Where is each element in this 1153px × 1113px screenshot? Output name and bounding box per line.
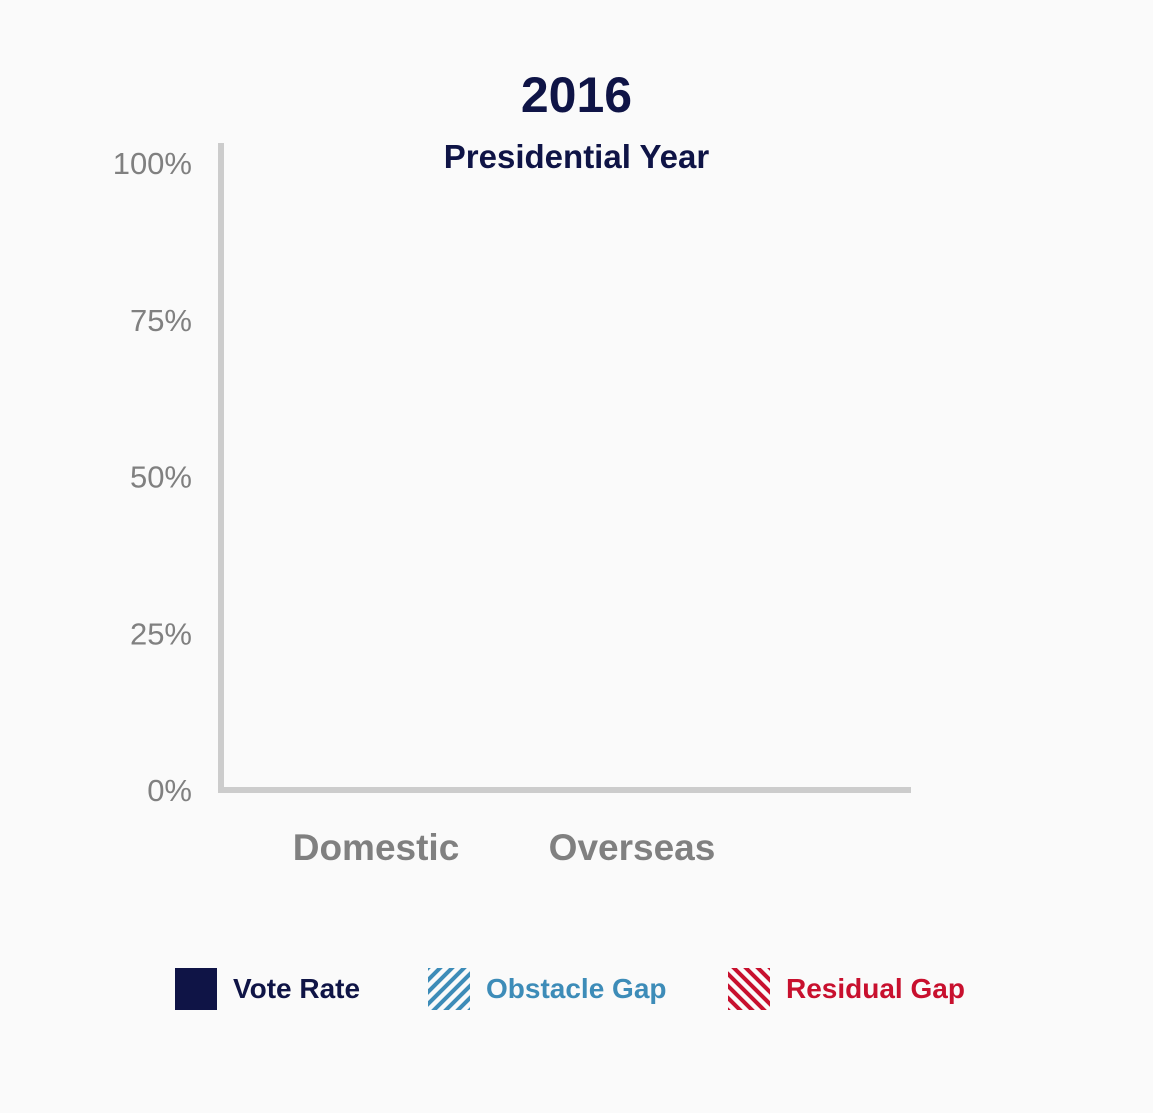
bar-chart: 0% 25% 50% 75% 100% Domestic Overseas [113, 143, 911, 868]
legend-label-residual-gap: Residual Gap [786, 973, 965, 1004]
y-tick-label: 0% [147, 773, 192, 808]
vote-rate-swatch [175, 968, 217, 1010]
y-tick-label: 50% [130, 460, 192, 495]
residual-gap-swatch [728, 968, 770, 1010]
obstacle-gap-swatch [428, 968, 470, 1010]
y-tick-label: 75% [130, 303, 192, 338]
legend-item-vote-rate: Vote Rate [175, 966, 360, 1012]
legend-label-obstacle-gap: Obstacle Gap [486, 973, 667, 1004]
y-tick-label: 100% [113, 146, 192, 181]
legend-label-vote-rate: Vote Rate [233, 973, 361, 1004]
chart-title: 2016 [520, 67, 633, 123]
y-tick-label: 25% [130, 616, 192, 651]
x-category-label: Overseas [549, 827, 716, 868]
x-category-label: Domestic [293, 827, 460, 868]
legend: Vote Rate Obstacle Gap [0, 966, 1153, 1012]
legend-item-obstacle-gap: Obstacle Gap [428, 966, 667, 1012]
chart-subtitle: Presidential Year [443, 138, 710, 175]
legend-item-residual-gap: Residual Gap [728, 966, 965, 1012]
